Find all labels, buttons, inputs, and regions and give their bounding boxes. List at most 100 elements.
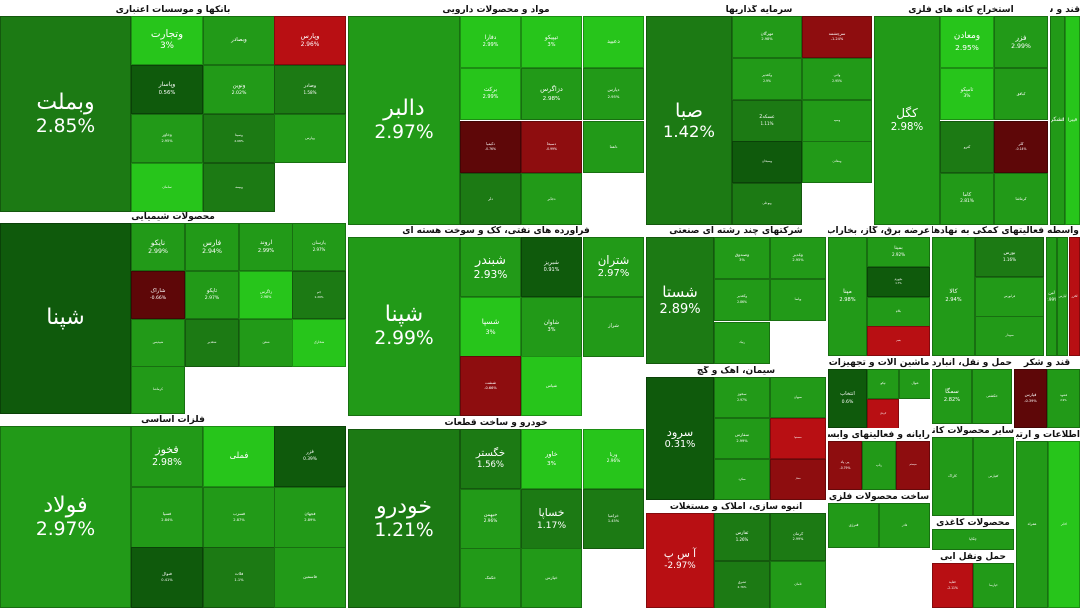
stock-tile[interactable]: سفارس 2.99% <box>714 418 770 459</box>
stock-tile[interactable]: کبافق <box>994 68 1048 120</box>
stock-tile[interactable]: وغدیر 2.95% <box>770 237 826 279</box>
stock-tile[interactable]: کرمان 2.99% <box>770 513 826 561</box>
stock-tile[interactable]: سخوز 2.97% <box>714 377 770 418</box>
stock-tile[interactable]: رنیک <box>714 322 770 364</box>
stock-tile[interactable]: شنفت -0.66% <box>460 356 521 416</box>
stock-tile[interactable]: خبهمن 2.96% <box>460 489 521 549</box>
stock-tile[interactable]: بورس 1.16% <box>975 237 1044 277</box>
sector-title[interactable]: قند و شکر <box>1014 358 1080 369</box>
stock-tile[interactable]: ثفارس 1.26% <box>714 513 770 561</box>
stock-tile[interactable]: مپنا 2.98% <box>828 237 867 356</box>
stock-tile[interactable]: کرمان <box>867 399 899 428</box>
stock-tile[interactable]: فخوز 2.98% <box>131 426 203 487</box>
stock-tile[interactable]: کرماشا <box>994 173 1048 225</box>
stock-tile[interactable]: سرچشمه -1.24% <box>802 16 872 58</box>
stock-tile[interactable]: خزامیا 1.45% <box>583 489 644 549</box>
stock-tile[interactable]: فرابورس <box>975 277 1044 317</box>
stock-tile[interactable]: کگل 2.98% <box>874 16 940 225</box>
stock-tile[interactable]: بکام <box>867 297 930 327</box>
stock-tile[interactable]: فاذر <box>879 503 930 548</box>
stock-tile[interactable]: پارسان 2.97% <box>292 223 346 271</box>
stock-tile[interactable]: وبوعلی <box>732 183 802 225</box>
stock-tile[interactable]: وپاسار 0.56% <box>131 65 203 114</box>
stock-tile[interactable]: وسینا 2.08% <box>203 114 275 163</box>
stock-tile[interactable]: پی پاد -0.79% <box>828 441 862 490</box>
stock-tile[interactable]: کفپارس <box>973 437 1014 516</box>
sector-title[interactable]: خودرو و ساخت قطعات <box>348 418 644 429</box>
stock-tile[interactable]: قشهد 2.9% <box>1047 369 1080 428</box>
sector-title[interactable]: حمل ونقل آبی <box>932 552 1014 563</box>
stock-tile[interactable]: واتی 2.95% <box>802 58 872 100</box>
stock-tile[interactable]: حکشتی <box>972 369 1012 424</box>
sector-title[interactable]: ساخت محصولات فلزی <box>828 492 930 503</box>
stock-tile[interactable]: ومعادن 2.95% <box>940 16 994 68</box>
sector-title[interactable]: شرکتهای چند رشته ای صنعتی <box>646 226 826 237</box>
stock-tile[interactable]: کترو <box>940 121 994 173</box>
sector-title[interactable]: انبوه سازی، املاک و مستغلات <box>646 502 826 513</box>
stock-tile[interactable]: ثشرق 2.76% <box>714 561 770 608</box>
stock-tile[interactable]: کالا 2.94% <box>932 237 975 356</box>
stock-tile[interactable]: فزر 2.99% <box>994 16 1048 68</box>
stock-tile[interactable]: شاراک -0.66% <box>131 271 185 319</box>
stock-tile[interactable]: دلر <box>460 173 521 225</box>
sector-title[interactable]: سرمایه گذاریها <box>646 5 872 16</box>
stock-tile[interactable]: فاسمین <box>274 547 346 608</box>
stock-tile[interactable]: سبهان <box>770 377 826 418</box>
stock-tile[interactable]: شاوان 3% <box>521 297 582 357</box>
stock-tile[interactable]: فسپا 2.84% <box>131 487 203 548</box>
stock-tile[interactable]: کرماشا <box>131 366 185 414</box>
stock-tile[interactable]: وسبحان <box>732 141 802 183</box>
stock-tile[interactable]: شپنا <box>0 223 131 414</box>
stock-tile[interactable]: وکغدیر 2.86% <box>714 279 770 321</box>
stock-tile[interactable]: دالبر 2.97% <box>348 16 460 225</box>
stock-tile[interactable]: خگستر 1.56% <box>460 429 521 489</box>
stock-tile[interactable]: وصادر 1.58% <box>274 65 346 114</box>
stock-tile[interactable]: فنوال <box>899 369 930 399</box>
stock-tile[interactable]: حپارسا <box>973 563 1014 608</box>
sector-title[interactable]: عرضه برق، گاز، بخاراب گرم <box>828 226 930 237</box>
stock-tile[interactable]: سفار <box>770 459 826 500</box>
stock-tile[interactable]: دزاگرس 2.98% <box>521 68 582 120</box>
sector-title[interactable]: محصولات کاغذی <box>932 518 1014 529</box>
stock-tile[interactable]: وصندوق 3% <box>714 237 770 279</box>
sector-title[interactable]: سایر محصولات کانی غیرفلزی <box>932 426 1014 437</box>
stock-tile[interactable]: وتجارت 3% <box>131 16 203 65</box>
sector-title[interactable]: فعالیتهای کمکی به نهادهای مالی واسط <box>932 226 1044 237</box>
sector-title[interactable]: فلزات اساسی <box>0 415 346 426</box>
stock-tile[interactable]: وبملت 2.85% <box>0 16 131 212</box>
stock-tile[interactable]: سامان <box>131 163 203 212</box>
stock-tile[interactable]: عسکه2 1.11% <box>732 100 802 142</box>
stock-tile[interactable]: فارس 2.94% <box>185 223 239 271</box>
stock-tile[interactable]: اخابر <box>1048 441 1080 608</box>
stock-tile[interactable]: خساپا 1.17% <box>521 489 582 549</box>
sector-title[interactable]: حمل و نقل، انبارداری و ارتباطات <box>932 358 1012 369</box>
stock-tile[interactable]: صبا 1.42% <box>646 16 732 225</box>
stock-tile[interactable]: شپنا 2.99% <box>348 237 460 416</box>
stock-tile[interactable]: زاگرس 2.98% <box>239 271 293 319</box>
stock-tile[interactable]: حتاید -2.11% <box>932 563 973 608</box>
stock-tile[interactable]: چکاپا <box>932 529 1014 550</box>
stock-tile[interactable]: سپیدار <box>975 316 1044 356</box>
stock-tile[interactable]: فملی <box>203 426 275 487</box>
stock-tile[interactable]: انتخاب 0.6% <box>828 369 867 428</box>
stock-tile[interactable]: فجهان 2.89% <box>274 487 346 548</box>
stock-tile[interactable]: وپاسا <box>770 279 826 321</box>
stock-tile[interactable]: شراز <box>583 297 644 357</box>
stock-tile[interactable]: تامپکو 3% <box>940 68 994 120</box>
stock-tile[interactable]: فلات 1.1% <box>203 547 275 608</box>
stock-tile[interactable]: شخارک <box>292 319 346 367</box>
stock-tile[interactable]: شبندر 2.93% <box>460 237 521 297</box>
stock-tile[interactable]: مهرگان 2.98% <box>732 16 802 58</box>
sector-title[interactable]: قند و شکر <box>1050 5 1080 16</box>
stock-tile[interactable]: ورنا 2.96% <box>583 429 644 489</box>
stock-tile[interactable]: فنرژی <box>828 503 879 548</box>
stock-tile[interactable]: دفارا 2.99% <box>460 16 521 68</box>
sector-title[interactable]: واسطه <box>1046 226 1080 237</box>
stock-tile[interactable]: خکمک <box>460 548 521 608</box>
stock-tile[interactable]: دکیمیا -0.76% <box>460 121 521 173</box>
stock-tile[interactable]: خپارس <box>521 548 582 608</box>
stock-tile[interactable]: تاپکو 2.97% <box>185 271 239 319</box>
stock-tile[interactable]: شسپا 3% <box>460 297 521 357</box>
stock-tile[interactable]: سرود 0.31% <box>646 377 714 500</box>
stock-tile[interactable]: دجابر <box>521 173 582 225</box>
